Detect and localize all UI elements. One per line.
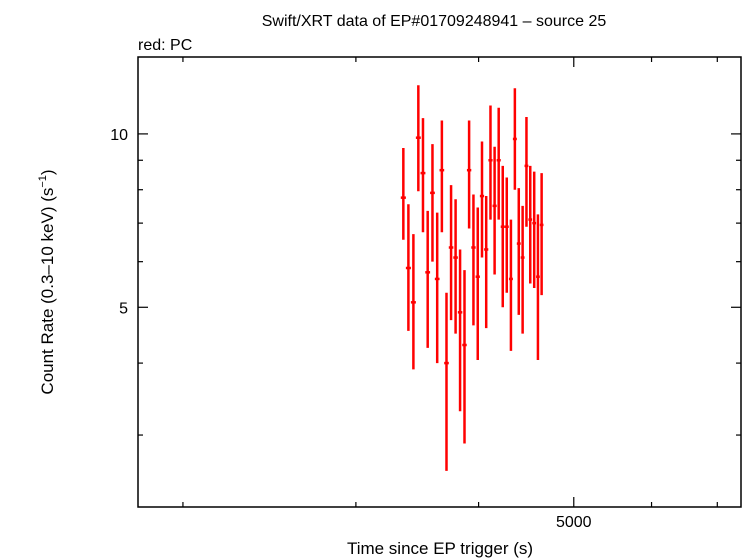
x-axis-ticks: 5000: [182, 57, 718, 531]
data-point: [496, 107, 501, 220]
y-axis-ticks: 5 10: [110, 127, 741, 436]
data-point: [444, 292, 449, 471]
data-point: [500, 165, 505, 308]
x-tick-label: 5000: [556, 514, 592, 531]
data-point: [539, 173, 544, 296]
y-axis-label-main: Count Rate (0.3–10 keV) (s: [38, 188, 57, 395]
data-point: [410, 234, 416, 370]
data-point: [434, 212, 440, 364]
chart-title: Swift/XRT data of EP#01709248941 – sourc…: [262, 13, 607, 30]
y-tick-label: 10: [110, 127, 128, 144]
x-axis-label: Time since EP trigger (s): [347, 539, 533, 558]
data-point: [504, 177, 509, 293]
data-point: [457, 249, 463, 412]
data-point: [492, 146, 497, 275]
data-point: [425, 210, 431, 348]
data-point: [520, 205, 525, 334]
data-point: [453, 199, 458, 334]
data-point: [471, 194, 476, 326]
data-point: [528, 165, 533, 284]
data-point: [508, 219, 513, 351]
data-point: [479, 141, 485, 258]
data-point: [512, 88, 517, 190]
data-point: [400, 148, 406, 240]
y-axis-label-close: ): [38, 169, 57, 175]
y-axis-label: Count Rate (0.3–10 keV) (s−1): [37, 169, 57, 394]
data-point: [462, 270, 467, 444]
data-point: [516, 188, 521, 315]
y-tick-label: 5: [119, 300, 128, 317]
y-axis-label-superscript: −1: [37, 175, 49, 188]
data-point: [484, 196, 489, 329]
plot-frame: [137, 56, 742, 508]
data-point: [415, 85, 421, 192]
data-point: [448, 185, 454, 321]
data-point: [524, 116, 529, 227]
data-point: [536, 214, 540, 360]
chart-subtitle: red: PC: [138, 37, 192, 54]
data-point: [430, 144, 435, 262]
data-point: [405, 204, 411, 331]
data-point: [532, 171, 537, 289]
data-point: [488, 105, 493, 220]
data-point: [466, 120, 472, 229]
data-point: [475, 207, 480, 360]
data-points: [400, 85, 544, 471]
data-point: [439, 120, 445, 233]
data-point: [420, 118, 426, 233]
